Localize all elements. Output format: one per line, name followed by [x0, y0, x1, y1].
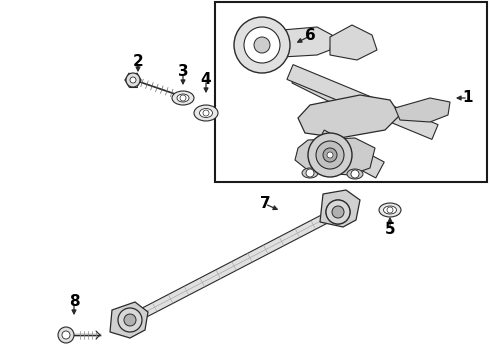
Circle shape	[308, 133, 352, 177]
Ellipse shape	[199, 108, 213, 117]
Circle shape	[180, 95, 186, 101]
Circle shape	[62, 331, 70, 339]
Circle shape	[306, 169, 314, 177]
Polygon shape	[320, 190, 360, 227]
Ellipse shape	[172, 91, 194, 105]
Ellipse shape	[384, 206, 396, 214]
Polygon shape	[292, 70, 357, 113]
Polygon shape	[287, 64, 438, 139]
Circle shape	[118, 308, 142, 332]
Polygon shape	[330, 25, 377, 60]
Text: 6: 6	[305, 28, 316, 44]
Polygon shape	[137, 212, 331, 320]
Circle shape	[327, 152, 333, 158]
Circle shape	[323, 148, 337, 162]
Polygon shape	[298, 95, 400, 138]
Text: 5: 5	[385, 222, 395, 238]
Text: 2: 2	[133, 54, 144, 69]
Circle shape	[326, 200, 350, 224]
Ellipse shape	[177, 94, 189, 102]
Text: 7: 7	[260, 197, 270, 211]
Circle shape	[332, 206, 344, 218]
Text: 3: 3	[178, 64, 188, 80]
Text: 1: 1	[463, 90, 473, 105]
Circle shape	[387, 207, 393, 213]
Text: 8: 8	[69, 294, 79, 310]
Circle shape	[203, 110, 209, 116]
Bar	[215, 2, 487, 182]
Circle shape	[332, 206, 344, 218]
Polygon shape	[282, 27, 332, 57]
Polygon shape	[110, 302, 148, 338]
Circle shape	[254, 37, 270, 53]
Ellipse shape	[194, 105, 218, 121]
Text: 4: 4	[201, 72, 211, 87]
Circle shape	[351, 170, 359, 178]
Circle shape	[234, 17, 290, 73]
Circle shape	[58, 327, 74, 343]
Ellipse shape	[302, 168, 318, 178]
Circle shape	[244, 27, 280, 63]
Polygon shape	[295, 138, 375, 175]
Circle shape	[124, 314, 136, 326]
Polygon shape	[316, 130, 384, 178]
Circle shape	[130, 77, 136, 83]
Polygon shape	[395, 98, 450, 122]
Ellipse shape	[347, 169, 363, 179]
Circle shape	[316, 141, 344, 169]
Circle shape	[326, 200, 350, 224]
Ellipse shape	[379, 203, 401, 217]
Circle shape	[126, 73, 140, 87]
